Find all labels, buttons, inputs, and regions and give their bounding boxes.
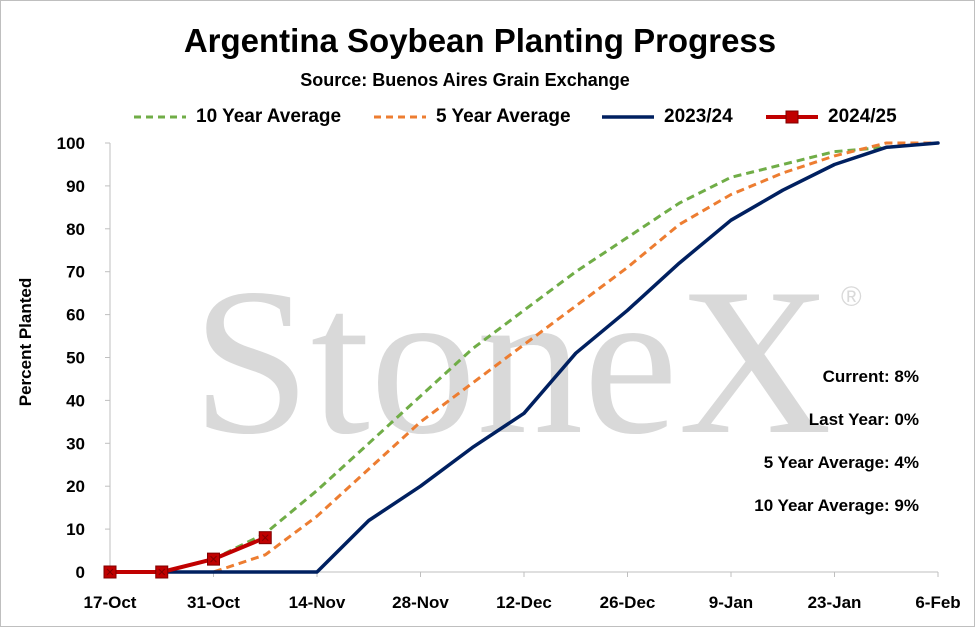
x-tick-label: 14-Nov [289,593,346,612]
legend-swatch-2024-25 [766,110,818,124]
legend-swatch-10-year-average [134,115,186,119]
legend-item-2023-24: 2023/24 [600,104,733,130]
watermark: StoneX ® [192,246,862,478]
data-point-mark-2024-25 [158,568,166,576]
x-tick-label: 17-Oct [84,593,137,612]
y-tick-label: 40 [66,391,85,410]
y-axis-label: Percent Planted [16,277,35,407]
chart-subtitle: Source: Buenos Aires Grain Exchange [300,70,630,90]
y-tick-label: 90 [66,177,85,196]
legend-swatch-5-year-average [374,115,426,119]
series-line-10-year-average [110,141,939,574]
y-tick-label: 100 [57,134,85,153]
legend-label-2023-24: 2023/24 [664,106,733,127]
annotation-last-year: Last Year: 0% [808,410,919,429]
x-tick-label: 23-Jan [808,593,862,612]
y-tick-label: 0 [76,563,85,582]
legend-swatch-2023-24 [602,115,654,119]
data-point-mark-2024-25 [106,568,114,576]
series-line-5-year-average [110,141,938,574]
x-tick-label: 26-Dec [600,593,656,612]
watermark-text: StoneX [192,246,832,478]
y-tick-label: 70 [66,263,85,282]
annotation-5-year-average: 5 Year Average: 4% [763,453,919,472]
data-point-mark-2024-25 [210,555,217,563]
x-tick-label: 9-Jan [709,593,753,612]
legend-item-10-year-average: 10 Year Average [132,104,341,130]
y-tick-label: 10 [66,520,85,539]
x-tick-label: 12-Dec [496,593,552,612]
y-tick-label: 50 [66,349,85,368]
legend-item-5-year-average: 5 Year Average [372,104,571,130]
x-tick-label: 6-Feb [915,593,960,612]
watermark-registered-mark: ® [841,281,862,312]
legend-item-2024-25: 2024/25 [764,104,897,130]
y-tick-label: 60 [66,306,85,325]
y-tick-label: 30 [66,434,85,453]
x-tick-label: 31-Oct [187,593,240,612]
annotation-current: Current: 8% [822,367,919,386]
chart-title: Argentina Soybean Planting Progress [183,22,777,59]
series-line-2024-25 [108,535,268,574]
y-tick-label: 20 [66,477,85,496]
legend: 10 Year Average 5 Year Average 2023/24 2… [0,104,975,130]
y-tick-label: 80 [66,220,85,239]
legend-label-2024-25: 2024/25 [828,106,897,127]
legend-label-5-year-average: 5 Year Average [436,106,571,127]
annotations: Current: 8% Last Year: 0% 5 Year Average… [754,366,919,538]
series [103,141,940,579]
annotation-10-year-average: 10 Year Average: 9% [754,496,919,515]
legend-label-10-year-average: 10 Year Average [196,106,342,127]
data-point-mark-2024-25 [261,534,269,542]
x-tick-label: 28-Nov [392,593,449,612]
series-line-2023-24 [108,141,940,574]
